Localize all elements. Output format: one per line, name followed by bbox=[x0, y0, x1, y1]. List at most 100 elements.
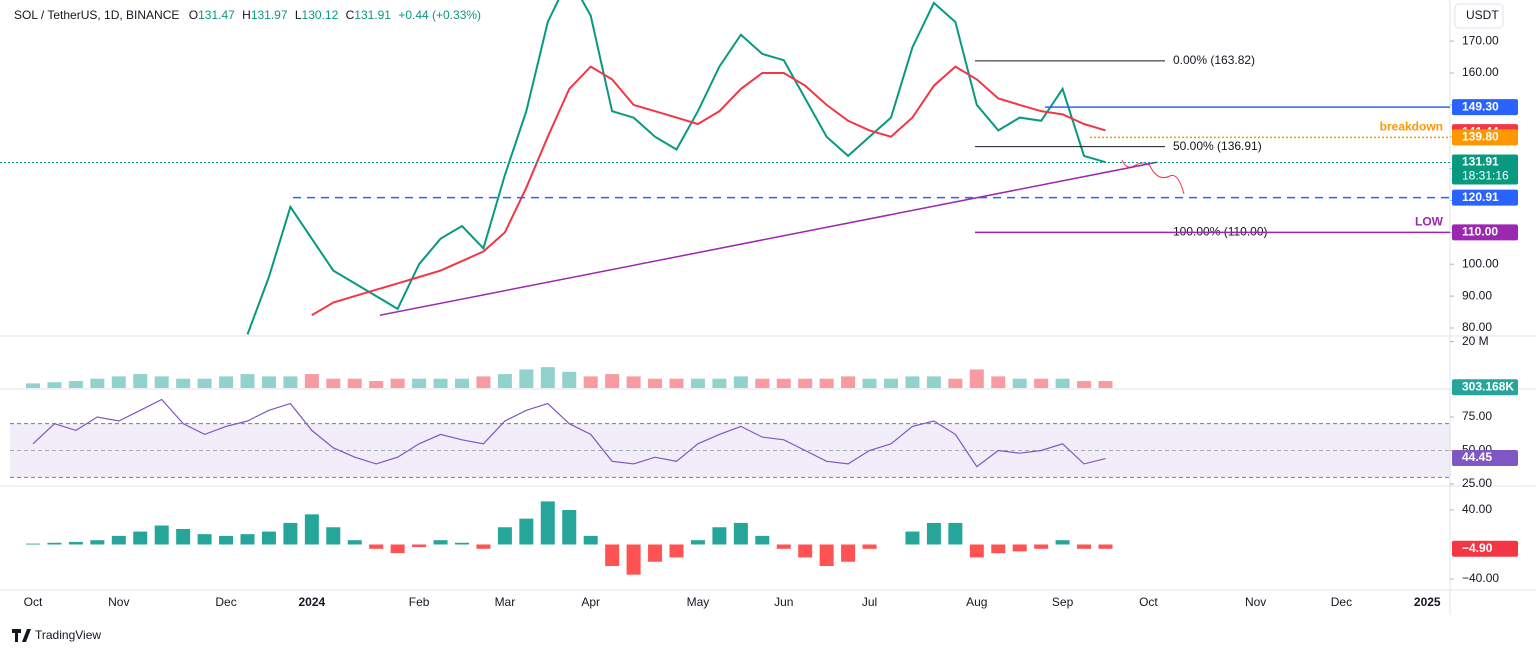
macd-bar bbox=[841, 544, 856, 562]
volume-bar bbox=[326, 378, 341, 388]
price-badge-label: −4.90 bbox=[1462, 541, 1493, 555]
series-line bbox=[32, 398, 1106, 468]
price-badge bbox=[1452, 540, 1518, 557]
volume-bar bbox=[497, 374, 512, 388]
macd-bar bbox=[862, 544, 877, 549]
volume-bar bbox=[519, 369, 534, 388]
volume-bar bbox=[690, 378, 705, 388]
close: 131.91 bbox=[354, 8, 391, 22]
projection-sketch bbox=[1121, 159, 1185, 195]
x-tick-label: Jun bbox=[774, 595, 793, 609]
y-tick-label: 90.00 bbox=[1462, 288, 1492, 302]
symbol-line: SOL / TetherUS, 1D, BINANCE O131.47 H131… bbox=[14, 8, 481, 22]
fib-label: 100.00% (110.00) bbox=[1173, 225, 1268, 239]
volume-bar bbox=[433, 378, 448, 388]
volume-bar bbox=[540, 367, 555, 388]
volume-bar bbox=[605, 374, 620, 388]
macd-bar bbox=[412, 544, 427, 548]
volume-bar bbox=[562, 371, 577, 388]
brand: TradingView bbox=[35, 628, 101, 642]
macd-bar bbox=[755, 535, 770, 545]
macd-bar bbox=[68, 541, 83, 545]
macd-bar bbox=[26, 543, 40, 545]
x-tick-label: May bbox=[687, 595, 710, 609]
macd-bar bbox=[47, 542, 62, 545]
macd-bar bbox=[197, 534, 212, 545]
volume-bar bbox=[261, 376, 276, 388]
price-badge bbox=[1452, 449, 1518, 466]
volume-bar bbox=[969, 369, 984, 388]
close-label: C bbox=[346, 8, 355, 22]
price-badge bbox=[1452, 189, 1518, 206]
x-tick-label: Jul bbox=[862, 595, 877, 609]
macd-bar bbox=[111, 535, 126, 545]
y-tick-label: 75.00 bbox=[1462, 409, 1492, 423]
macd-bar bbox=[540, 501, 555, 545]
volume-bar bbox=[926, 376, 941, 388]
level-note: LOW bbox=[1415, 215, 1444, 229]
volume-bar bbox=[733, 376, 748, 388]
macd-bar bbox=[1012, 544, 1027, 552]
volume-bar bbox=[176, 378, 191, 388]
price-badge-label: 149.30 bbox=[1462, 99, 1499, 113]
volume-bar bbox=[240, 374, 255, 388]
y-tick-label: 80.00 bbox=[1462, 320, 1492, 334]
volume-bar bbox=[798, 378, 813, 388]
countdown: 18:31:16 bbox=[1462, 169, 1509, 183]
volume-bar bbox=[347, 378, 362, 388]
macd-bar bbox=[969, 544, 984, 558]
macd-bar bbox=[455, 542, 469, 545]
logo bbox=[12, 629, 31, 642]
x-tick-label: Feb bbox=[409, 595, 430, 609]
x-tick-label: Mar bbox=[495, 595, 516, 609]
volume-bar bbox=[1055, 378, 1070, 388]
macd-bar bbox=[176, 528, 191, 545]
y-tick-label: −40.00 bbox=[1462, 571, 1499, 585]
price-badge-label: 44.45 bbox=[1462, 450, 1492, 464]
macd-bar bbox=[240, 534, 255, 545]
volume-bar bbox=[455, 378, 469, 388]
volume-bar bbox=[841, 376, 856, 388]
macd-bar bbox=[926, 522, 941, 545]
x-tick-label: 2024 bbox=[298, 595, 325, 609]
x-tick-label: Oct bbox=[24, 595, 43, 609]
volume-bar bbox=[90, 378, 105, 388]
volume-bar bbox=[390, 378, 405, 388]
currency-box[interactable] bbox=[1454, 3, 1504, 29]
macd-bar bbox=[497, 527, 512, 545]
high: 131.97 bbox=[251, 8, 288, 22]
macd-bar bbox=[283, 522, 298, 545]
macd-bar bbox=[154, 525, 169, 545]
series-line bbox=[246, 0, 1106, 335]
macd-bar bbox=[1034, 544, 1049, 549]
macd-bar bbox=[648, 544, 663, 562]
volume-bar bbox=[133, 374, 148, 388]
volume-bar bbox=[369, 381, 384, 388]
macd-bar bbox=[90, 540, 105, 545]
price-badge bbox=[1452, 224, 1518, 241]
macd-bar bbox=[219, 535, 234, 545]
price-badge bbox=[1452, 129, 1518, 146]
x-tick-label: Apr bbox=[581, 595, 600, 609]
volume-bar bbox=[412, 378, 427, 388]
volume-bar bbox=[648, 378, 663, 388]
macd-bar bbox=[304, 514, 319, 545]
volume-bar bbox=[583, 376, 598, 388]
x-tick-label: Oct bbox=[1139, 595, 1158, 609]
x-tick-label: Nov bbox=[108, 595, 129, 609]
macd-bar bbox=[369, 544, 384, 549]
macd-bar bbox=[433, 540, 448, 545]
macd-bar bbox=[562, 510, 577, 545]
volume-bar bbox=[755, 378, 770, 388]
fib-label: 0.00% (163.82) bbox=[1173, 53, 1255, 67]
volume-bar bbox=[991, 376, 1006, 388]
volume-bar bbox=[47, 382, 62, 388]
price-badge-label: 131.91 bbox=[1462, 155, 1499, 169]
volume-bar bbox=[819, 378, 834, 388]
macd-bar bbox=[583, 535, 598, 545]
price-badge-label: 303.168K bbox=[1462, 379, 1514, 393]
price-badge-label: 120.91 bbox=[1462, 190, 1499, 204]
y-tick-label: 20 M bbox=[1462, 334, 1489, 348]
x-tick-label: Sep bbox=[1052, 595, 1074, 609]
